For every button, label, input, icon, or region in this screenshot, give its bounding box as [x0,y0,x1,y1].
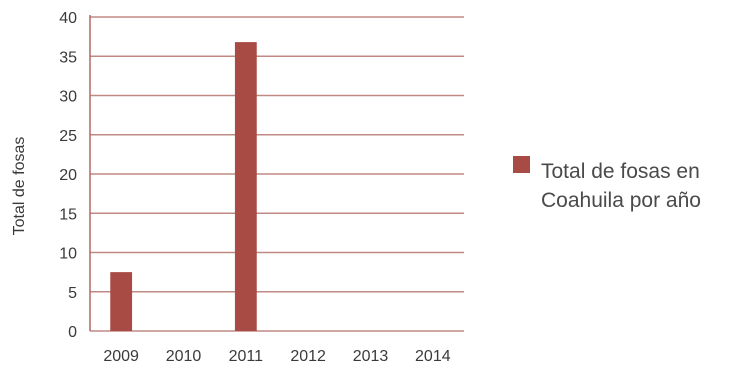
x-tick-label: 2013 [353,348,389,365]
y-tick-label: 5 [68,285,77,302]
x-tick-label: 2010 [166,348,202,365]
legend-swatch [513,156,530,173]
y-tick-label: 35 [59,49,77,66]
legend: Total de fosas en Coahuila por año [513,156,706,212]
y-tick-label: 0 [68,324,77,341]
y-tick-label: 10 [59,246,77,263]
x-tick-label: 2009 [103,348,139,365]
grid-lines [90,16,464,332]
x-tick-labels: 2009 2010 2011 2012 2013 2014 [103,348,450,365]
legend-label-line-1: Total de fosas en [541,160,700,183]
y-tick-label: 30 [59,89,77,106]
x-tick-label: 2014 [415,348,451,365]
y-tick-label: 25 [59,128,77,145]
x-tick-label: 2012 [290,348,326,365]
y-axis-title: Total de fosas [11,137,28,236]
y-tick-label: 15 [59,206,77,223]
legend-label: Total de fosas en Coahuila por año [541,160,706,212]
x-tick-label: 2011 [229,348,264,365]
bar-2009 [110,272,133,331]
y-tick-labels: 0 5 10 15 20 25 30 35 40 [59,10,77,341]
y-tick-label: 20 [59,167,77,184]
bar-2011 [234,42,257,332]
y-tick-label: 40 [59,10,77,27]
bars [110,42,257,332]
legend-label-line-2: Coahuila por año [541,189,701,212]
